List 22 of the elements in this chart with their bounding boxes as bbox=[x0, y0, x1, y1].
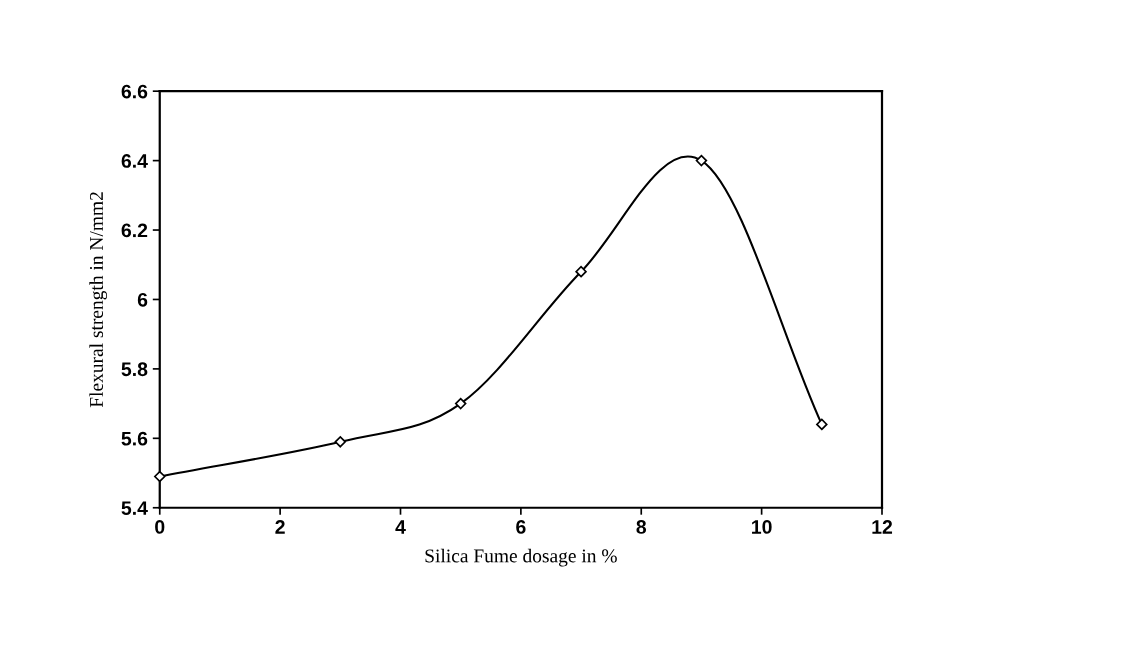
point bbox=[816, 418, 828, 431]
point bbox=[154, 470, 166, 483]
x-tick-label: 0 bbox=[155, 520, 165, 534]
point bbox=[334, 436, 347, 448]
x-axis-title: Silica Fume dosage in % bbox=[425, 548, 617, 567]
y-tick-label: 5.6 bbox=[121, 431, 148, 446]
x-tick-label: 6 bbox=[516, 520, 526, 534]
x-tick-label: 8 bbox=[636, 520, 647, 534]
point bbox=[575, 265, 587, 278]
point bbox=[695, 154, 708, 167]
x-tick-label: 4 bbox=[395, 520, 406, 534]
x-tick-label: 2 bbox=[275, 520, 285, 534]
y-tick-label: 6.4 bbox=[121, 154, 148, 168]
y-tick-label: 5.8 bbox=[121, 362, 148, 377]
y-axis-title: Flexural strength in N/mm2 bbox=[89, 192, 108, 408]
y-tick-label: 6.2 bbox=[121, 223, 148, 238]
y-tick-label: 5.4 bbox=[121, 501, 148, 515]
point bbox=[454, 397, 467, 410]
x-tick-label: 12 bbox=[872, 520, 893, 534]
x-tick-label: 10 bbox=[752, 520, 772, 534]
y-tick-label: 6 bbox=[137, 292, 148, 307]
y-tick-label: 6.6 bbox=[121, 84, 148, 99]
